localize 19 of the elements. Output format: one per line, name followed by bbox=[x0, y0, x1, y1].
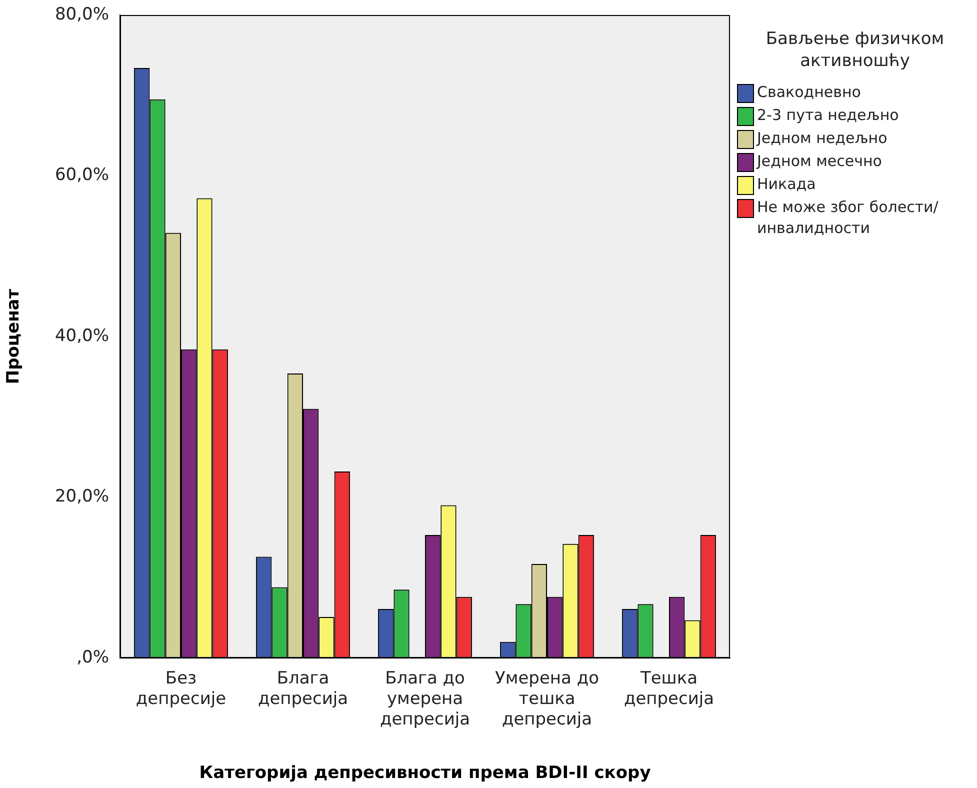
x-tick-label: Блага депресија bbox=[258, 668, 348, 710]
legend-label: Свакодневно bbox=[757, 82, 861, 103]
legend-label: Не може због болести/инвалидности bbox=[757, 197, 940, 239]
y-tick-label: 80,0% bbox=[54, 4, 109, 24]
legend-label: Једном месечно bbox=[757, 151, 882, 172]
y-axis-title: Проценат bbox=[4, 288, 24, 384]
x-tick-label: Блага до умерена депресија bbox=[380, 668, 470, 730]
y-tick-label: 60,0% bbox=[54, 165, 109, 186]
legend-label: Једном недељно bbox=[757, 128, 888, 149]
legend-label: Никада bbox=[757, 174, 816, 195]
x-tick-label: Без депресије bbox=[136, 668, 226, 710]
x-axis-title: Категорија депресивности према BDI-II скору bbox=[199, 763, 651, 784]
x-tick-label: Умерена до тешка депресија bbox=[495, 668, 599, 730]
y-tick-label: 40,0% bbox=[54, 326, 109, 346]
y-tick-label: 20,0% bbox=[54, 486, 109, 507]
legend-title: Бављење физичком активношћу bbox=[764, 28, 946, 72]
x-tick-label: Тешка депресија bbox=[624, 668, 714, 710]
y-tick-label: ,0% bbox=[76, 647, 109, 668]
legend-label: 2-3 пута недељно bbox=[757, 105, 899, 126]
